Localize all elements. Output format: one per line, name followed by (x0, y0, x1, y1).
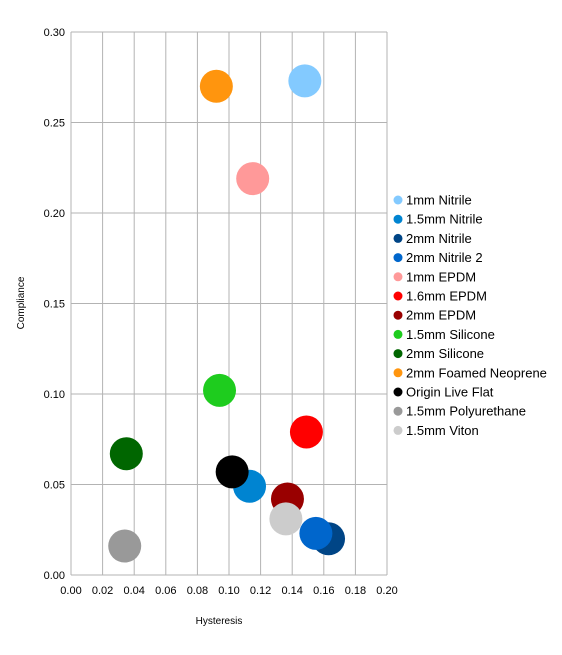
x-tick-labels: 0.00 0.02 0.04 0.06 0.08 0.10 0.12 0.14 0.16 0.18… (60, 585, 397, 597)
legend-label-10: Origin Live Flat (406, 385, 494, 400)
x-tick-label-8: 0.16 (313, 585, 334, 597)
data-point-10 (215, 455, 249, 489)
y-tick-label-4: 0.20 (44, 208, 65, 220)
y-tick-label-6: 0.30 (44, 27, 65, 39)
grid (70, 31, 388, 576)
legend-label-11: 1.5mm Polyurethane (406, 404, 526, 419)
legend-label-3: 2mm Nitrile 2 (406, 250, 483, 265)
legend-label-2: 2mm Nitrile (406, 231, 472, 246)
y-tick-label-0: 0.00 (44, 570, 65, 582)
legend-label-12: 1.5mm Viton (406, 423, 479, 438)
legend-label-7: 1.5mm Silicone (406, 327, 495, 342)
data-point-3 (299, 516, 333, 550)
data-point-12 (269, 502, 303, 536)
legend-marker-3 (393, 253, 403, 263)
x-tick-label-3: 0.06 (155, 585, 176, 597)
data-point-5 (289, 415, 323, 449)
data-points (108, 64, 346, 563)
y-axis-title: Compliance (16, 276, 27, 329)
legend-marker-12 (393, 425, 403, 435)
x-tick-label-7: 0.14 (281, 585, 302, 597)
legend-marker-0 (393, 195, 403, 205)
legend-marker-4 (393, 272, 403, 282)
x-axis-title: Hysteresis (196, 616, 243, 627)
data-point-11 (108, 529, 142, 563)
legend-label-8: 2mm Silicone (406, 346, 484, 361)
x-tick-label-10: 0.20 (376, 585, 397, 597)
data-point-0 (288, 64, 322, 98)
y-tick-label-1: 0.05 (44, 480, 65, 492)
legend-marker-5 (393, 291, 403, 301)
legend-marker-11 (393, 406, 403, 416)
x-tick-label-6: 0.12 (250, 585, 271, 597)
legend-marker-1 (393, 214, 403, 224)
data-point-4 (236, 162, 270, 196)
x-tick-label-9: 0.18 (345, 585, 366, 597)
x-tick-label-2: 0.04 (123, 585, 144, 597)
legend: 1mm Nitrile 1.5mm Nitrile 2mm Nitrile 2mm N… (393, 193, 547, 438)
legend-label-6: 2mm EPDM (406, 308, 476, 323)
legend-marker-8 (393, 349, 403, 359)
legend-marker-7 (393, 329, 403, 339)
legend-label-5: 1.6mm EPDM (406, 289, 487, 304)
y-tick-label-2: 0.10 (44, 389, 65, 401)
legend-label-4: 1mm EPDM (406, 269, 476, 284)
legend-marker-9 (393, 368, 403, 378)
y-tick-label-5: 0.25 (44, 118, 65, 130)
legend-marker-10 (393, 387, 403, 397)
y-tick-labels: 0.00 0.05 0.10 0.15 0.20 0.25 0.30 (44, 27, 65, 582)
data-point-9 (199, 69, 233, 103)
x-tick-label-4: 0.08 (187, 585, 208, 597)
x-tick-label-5: 0.10 (218, 585, 239, 597)
y-tick-label-3: 0.15 (44, 299, 65, 311)
data-point-8 (109, 437, 143, 471)
x-tick-label-1: 0.02 (92, 585, 113, 597)
data-point-7 (203, 373, 237, 407)
legend-label-0: 1mm Nitrile (406, 193, 472, 208)
legend-marker-2 (393, 233, 403, 243)
x-tick-label-0: 0.00 (60, 585, 81, 597)
legend-label-9: 2mm Foamed Neoprene (406, 365, 547, 380)
legend-label-1: 1.5mm Nitrile (406, 212, 483, 227)
legend-marker-6 (393, 310, 403, 320)
